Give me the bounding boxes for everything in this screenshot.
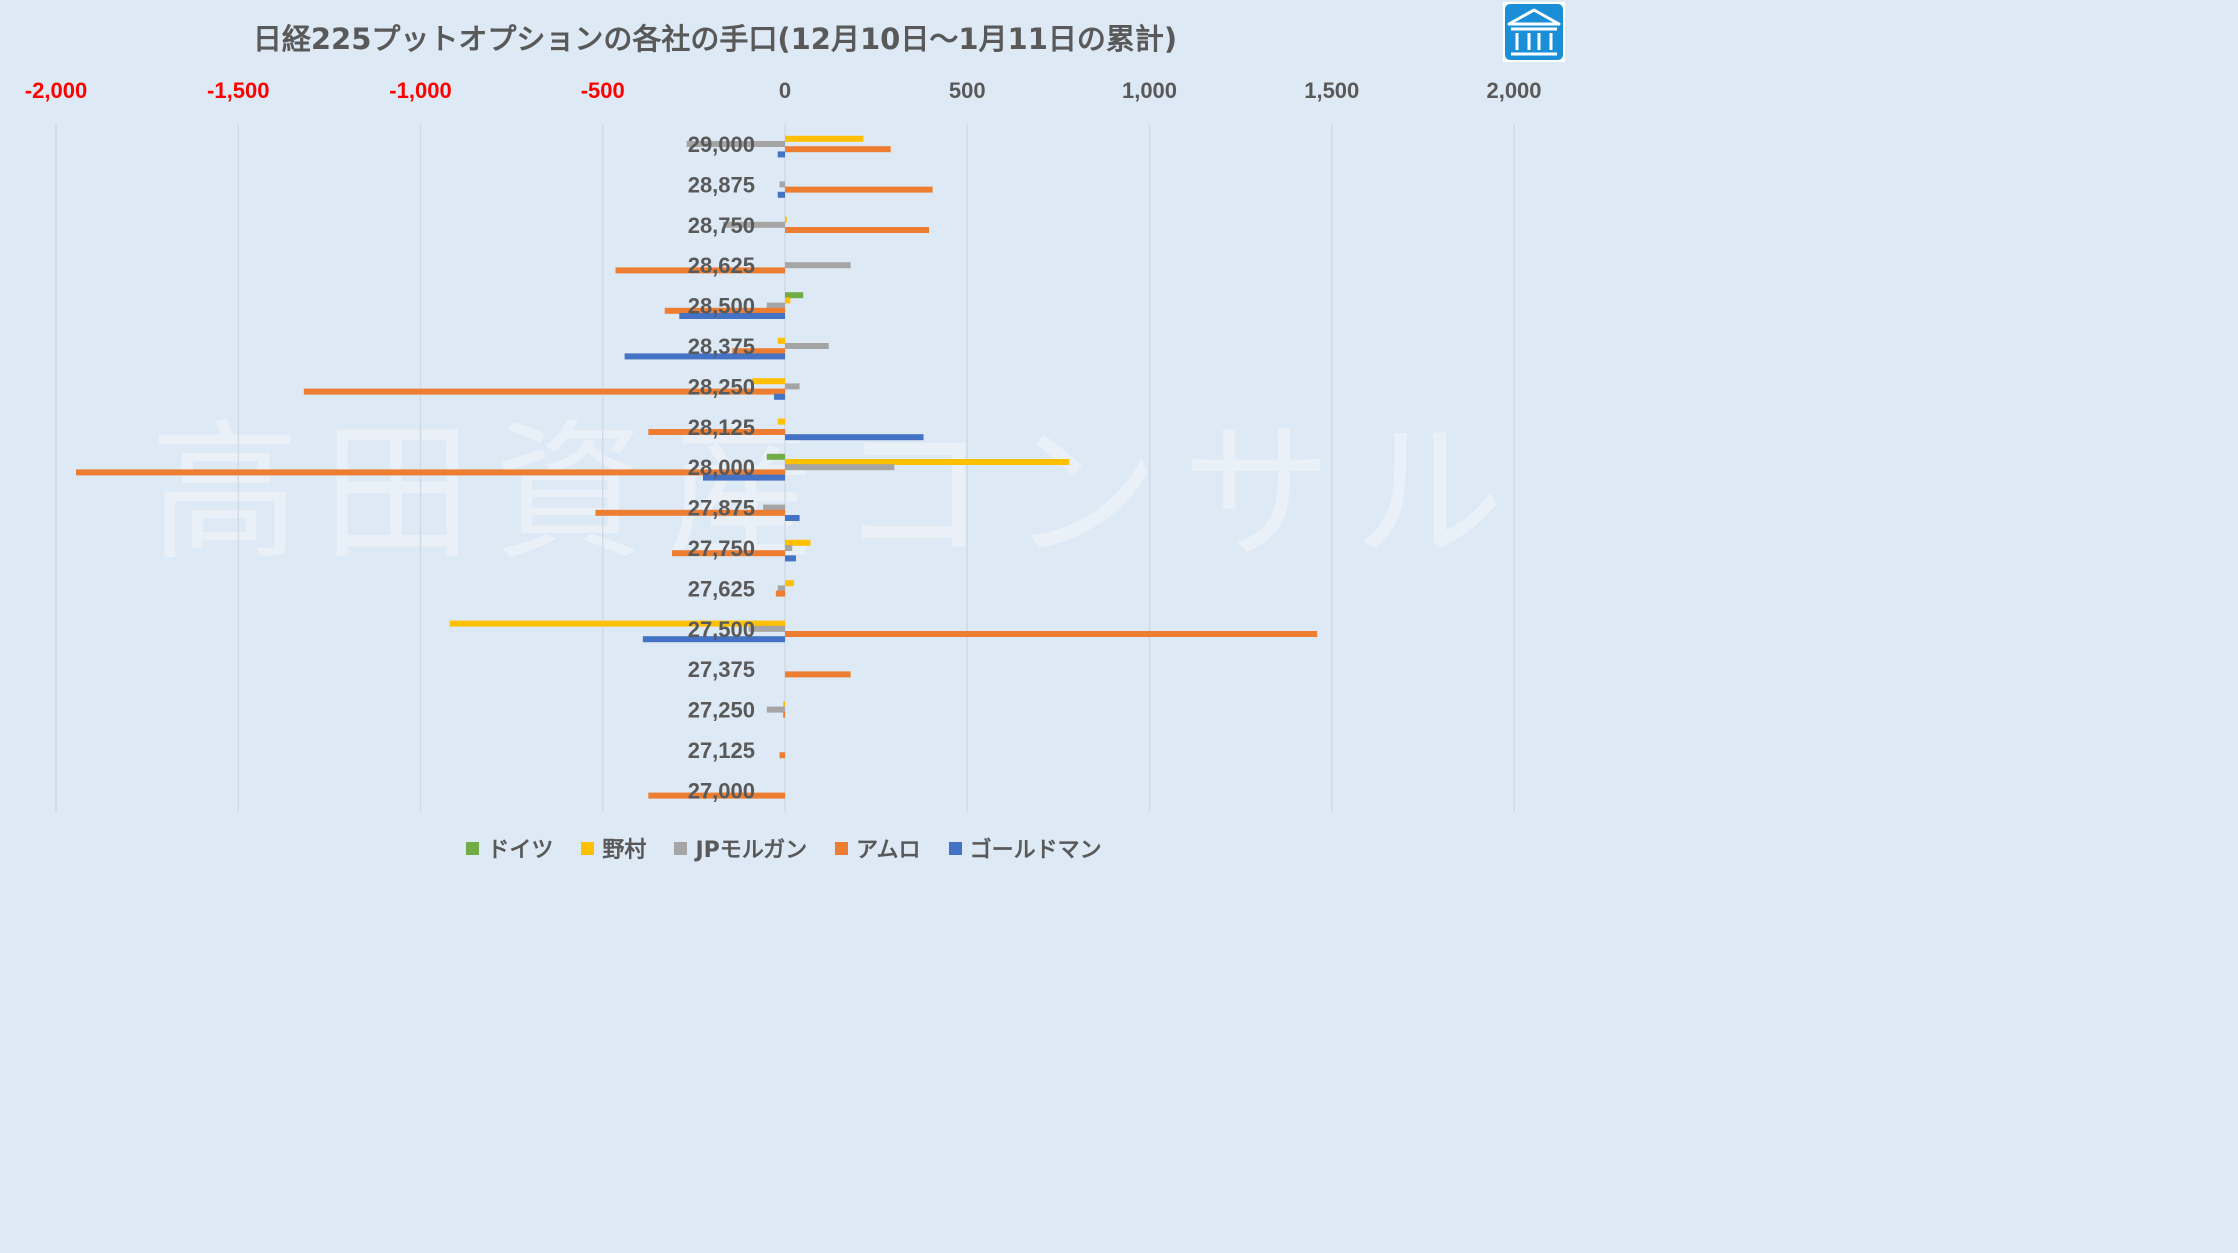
category-label: 27,125 [688, 738, 755, 763]
bar-アムロ [595, 509, 785, 516]
legend-swatch [674, 841, 688, 855]
category-label: 28,250 [688, 374, 755, 399]
bar-アムロ [615, 267, 785, 274]
bar-JPモルガン [748, 625, 785, 632]
x-tick-label: 1,000 [1122, 78, 1177, 103]
category-label: 27,500 [688, 617, 755, 642]
chart-title: 日経225プットオプションの各社の手口(12月10日～1月11日の累計) [252, 22, 1178, 56]
category-label: 27,375 [688, 657, 755, 682]
bar-アムロ [303, 388, 785, 395]
chart-legend: ドイツ 野村 JPモルガン アムロ ゴールドマン [0, 832, 1568, 864]
bar-JPモルガン [766, 302, 785, 309]
bar-野村 [785, 135, 864, 142]
bar-野村 [785, 216, 787, 223]
category-label: 27,750 [688, 536, 755, 561]
x-tick-label: 2,000 [1486, 78, 1541, 103]
category-label: 28,000 [688, 455, 755, 480]
bar-アムロ [672, 550, 785, 557]
bar-アムロ [779, 752, 785, 759]
x-tick-label: -1,500 [207, 78, 269, 103]
bar-アムロ [775, 590, 785, 597]
bar-ゴールドマン [774, 393, 785, 400]
x-tick-label: 1,500 [1304, 78, 1359, 103]
bar-ゴールドマン [785, 434, 924, 441]
bar-野村 [785, 459, 1070, 465]
category-label: 27,250 [688, 698, 755, 723]
bar-JPモルガン [686, 141, 785, 147]
bar-JPモルガン [779, 181, 785, 188]
bar-野村 [777, 418, 785, 425]
legend-item: アムロ [835, 832, 921, 864]
bar-JPモルガン [785, 545, 793, 551]
category-label: 27,000 [688, 778, 755, 803]
category-label: 27,875 [688, 496, 755, 521]
legend-label: JPモルガン [695, 838, 808, 863]
bar-JPモルガン [777, 585, 785, 592]
bar-アムロ [785, 671, 851, 678]
bar-ゴールドマン [702, 474, 785, 481]
x-tick-label: -1,000 [389, 78, 451, 103]
bar-JPモルガン [723, 221, 785, 228]
bar-chart: -2,000 -1,500 -1,000 -500 0 500 1,000 1,500 2,00… [25, 78, 1542, 812]
bar-ゴールドマン [624, 353, 785, 360]
legend-swatch [581, 841, 595, 855]
category-label: 28,875 [688, 172, 755, 197]
legend-label: ドイツ [487, 838, 554, 863]
x-tick-label: 500 [949, 78, 986, 103]
legend-swatch [466, 841, 480, 855]
category-label: 28,625 [688, 253, 755, 278]
category-label: 28,375 [688, 334, 755, 359]
bar-野村 [785, 539, 811, 546]
bar-ゴールドマン [785, 515, 800, 521]
bar-アムロ [785, 146, 891, 153]
bar-アムロ [732, 348, 785, 355]
bar-ドイツ [785, 292, 804, 299]
x-tick-label: 0 [779, 78, 791, 103]
bar-野村 [777, 337, 785, 344]
legend-swatch [835, 841, 849, 855]
legend-swatch [948, 841, 962, 855]
legend-item: ゴールドマン [948, 832, 1102, 864]
bar-アムロ [664, 307, 785, 314]
bar-ゴールドマン [777, 151, 785, 158]
bar-アムロ [785, 631, 1318, 637]
legend-label: ゴールドマン [969, 838, 1102, 863]
bank-building-icon [1503, 2, 1565, 62]
bar-JPモルガン [766, 706, 785, 713]
category-label: 27,625 [688, 576, 755, 601]
bar-JPモルガン [785, 383, 800, 390]
bar-ゴールドマン [642, 636, 785, 643]
bar-アムロ [785, 227, 929, 233]
legend-label: 野村 [602, 838, 647, 863]
bar-ドイツ [766, 453, 785, 460]
category-label: 28,125 [688, 415, 755, 440]
legend-item: 野村 [581, 832, 646, 864]
legend-item: ドイツ [466, 832, 553, 864]
bar-ゴールドマン [777, 191, 785, 198]
legend-label: アムロ [856, 838, 921, 863]
x-tick-label: -2,000 [25, 78, 87, 103]
bar-アムロ [648, 792, 785, 799]
bar-JPモルガン [763, 504, 785, 511]
legend-item: JPモルガン [674, 832, 807, 864]
category-label: 28,500 [688, 294, 755, 319]
bar-ゴールドマン [679, 313, 785, 319]
bar-JPモルガン [785, 464, 895, 471]
bar-野村 [783, 701, 785, 708]
bar-アムロ [648, 429, 785, 435]
bar-アムロ [76, 469, 786, 476]
category-label: 29,000 [688, 132, 755, 157]
bar-野村 [449, 620, 785, 627]
x-tick-label: -500 [581, 78, 625, 103]
bar-野村 [785, 580, 795, 587]
bar-アムロ [783, 711, 785, 718]
bar-アムロ [785, 186, 933, 193]
bar-野村 [785, 297, 791, 304]
category-label: 28,750 [688, 213, 755, 238]
bar-JPモルガン [785, 262, 851, 269]
bar-野村 [752, 378, 785, 385]
bar-JPモルガン [785, 343, 829, 349]
bar-ゴールドマン [785, 555, 796, 562]
